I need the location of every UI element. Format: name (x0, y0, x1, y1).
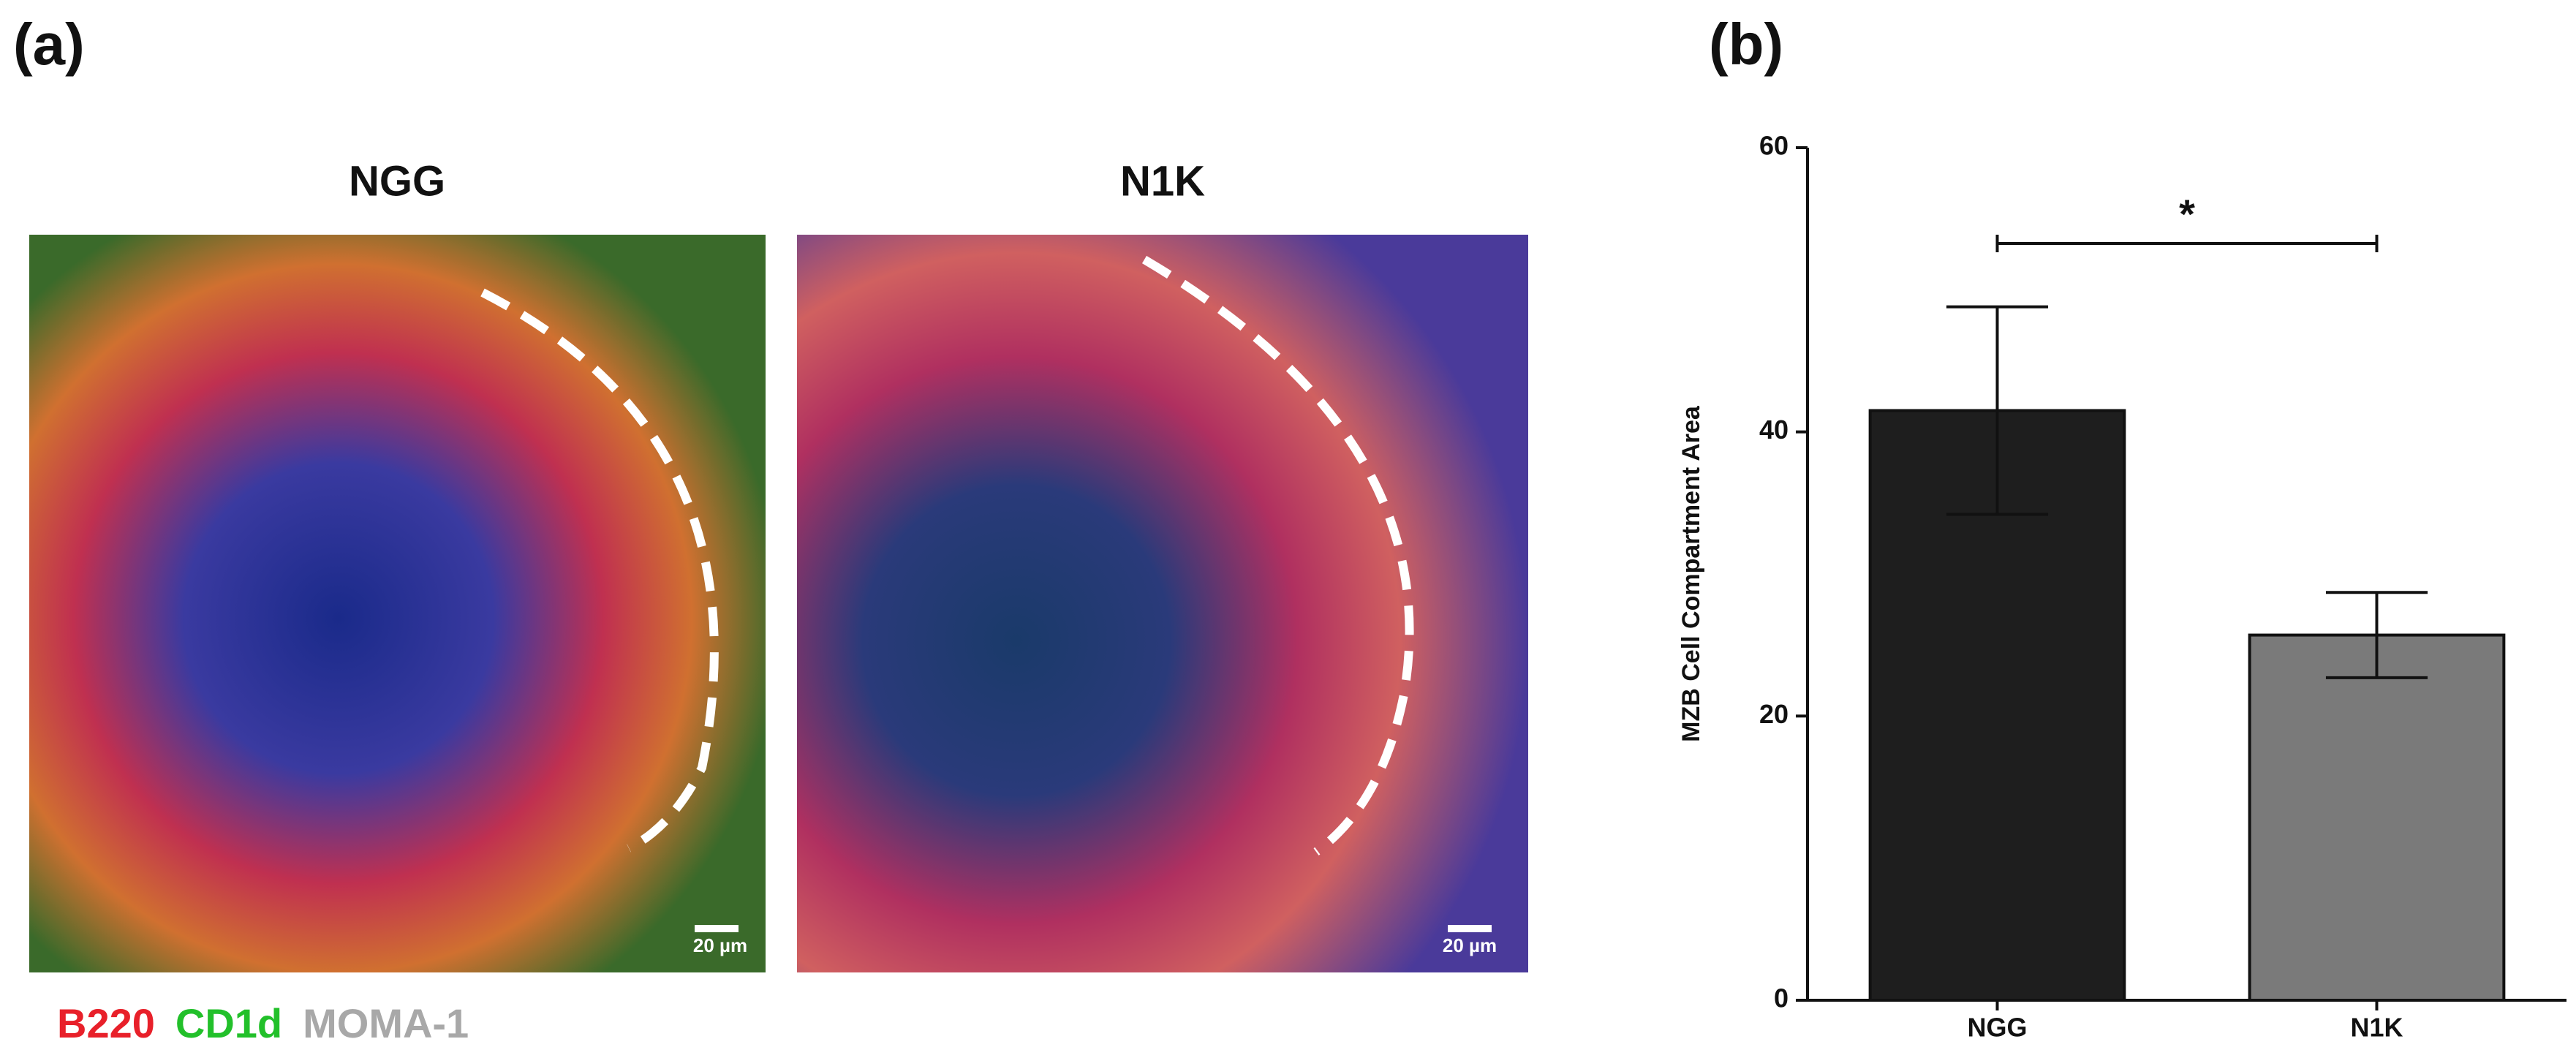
panel-label: (a) (13, 12, 85, 77)
scale-bar-label: 20 µm (1443, 934, 1497, 956)
y-axis-label: MZB Cell Compartment Area (1677, 405, 1705, 742)
significance-label: * (2179, 191, 2195, 237)
legend: B220 CD1d MOMA-1 (57, 1000, 469, 1046)
y-tick-label: 0 (1774, 983, 1789, 1013)
dashed-outline (1141, 255, 1414, 855)
scale-bar (695, 925, 739, 932)
panel-a: (a) NGG N1K 20 µm 20 µm B220 CD1d MOMA-1 (13, 12, 1528, 1046)
panel-label: (b) (1709, 12, 1783, 77)
scale-bar-label: 20 µm (693, 934, 747, 956)
x-tick-label: N1K (2350, 1013, 2403, 1043)
scale-bar (1448, 925, 1492, 932)
micrograph (29, 235, 766, 972)
micrograph (797, 235, 1528, 972)
y-tick-label: 20 (1759, 699, 1789, 729)
y-tick-label: 60 (1759, 131, 1789, 161)
image-title: N1K (1120, 157, 1205, 205)
legend-entry: B220 (57, 1000, 155, 1046)
image-title: NGG (349, 157, 445, 205)
legend-entry: CD1d (175, 1000, 282, 1046)
bar (2248, 633, 2506, 1002)
x-tick-label: NGG (1967, 1013, 2027, 1043)
y-tick-label: 40 (1759, 415, 1789, 445)
panel-b: (b) MZB Cell Compartment Area 0 20 40 60 NGG… (1677, 12, 2566, 1043)
dashed-outline (480, 288, 719, 853)
legend-entry: MOMA-1 (303, 1000, 469, 1046)
